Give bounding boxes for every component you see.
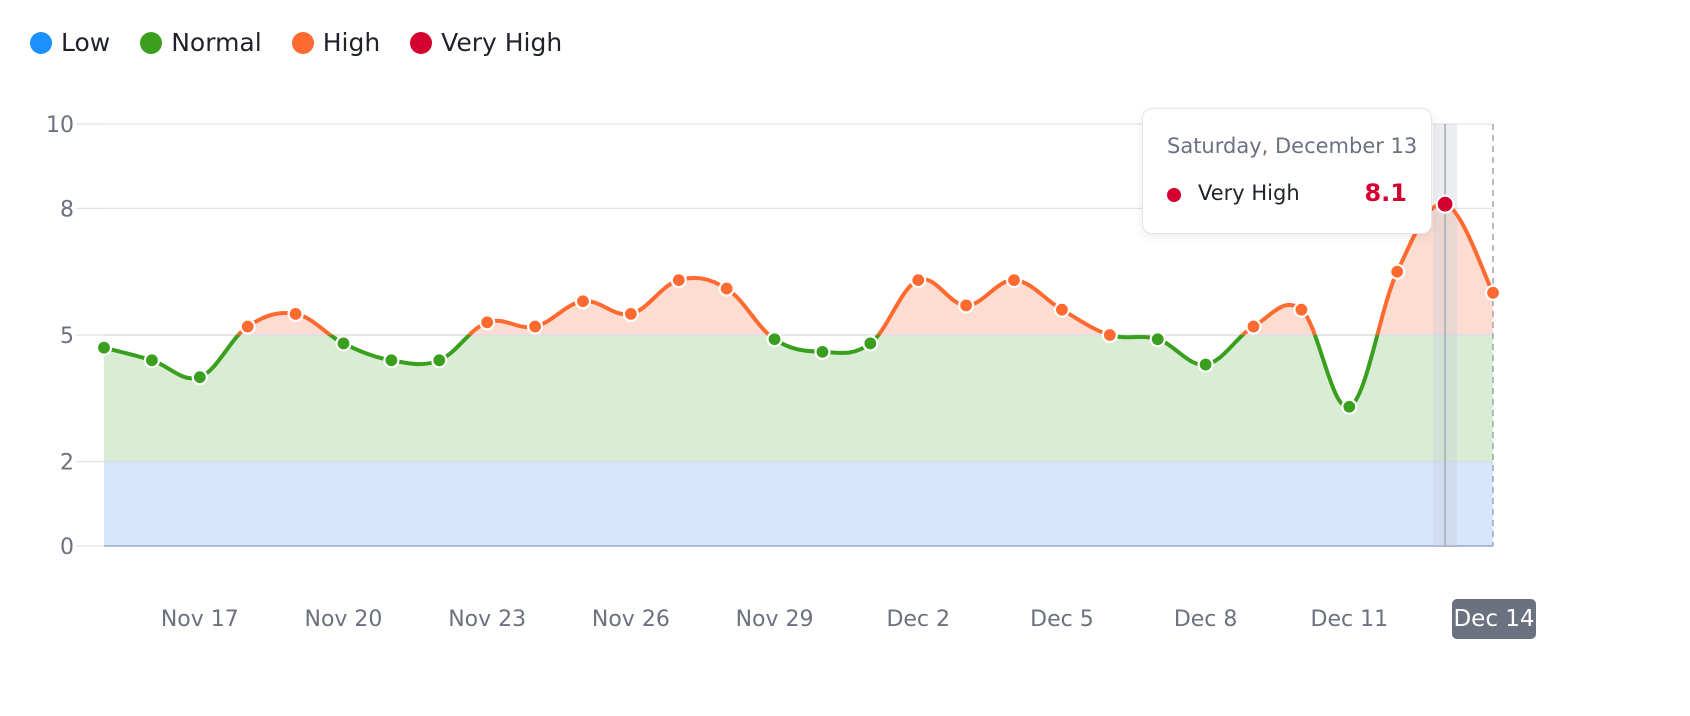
chart-legend: Low Normal High Very High — [30, 28, 592, 57]
x-tick-label: Nov 26 — [592, 607, 670, 632]
data-point[interactable] — [1005, 272, 1023, 289]
data-point[interactable] — [574, 293, 592, 310]
data-point[interactable] — [1053, 301, 1071, 318]
data-point[interactable] — [622, 305, 639, 322]
band-low-full — [104, 461, 1493, 546]
legend-swatch-high — [291, 31, 314, 54]
data-point[interactable] — [766, 331, 783, 348]
x-tick-label: Dec 2 — [886, 607, 950, 632]
band-normal — [104, 335, 1493, 462]
legend-item-very-high[interactable]: Very High — [410, 28, 562, 57]
data-point[interactable] — [910, 272, 927, 289]
legend-swatch-low — [30, 31, 52, 54]
legend-swatch-very-high — [410, 31, 433, 54]
legend-label-high: High — [322, 28, 381, 57]
data-point[interactable] — [479, 314, 496, 331]
data-point[interactable] — [239, 318, 256, 335]
x-tick-label: Nov 17 — [161, 607, 239, 632]
data-point[interactable] — [526, 318, 544, 335]
y-tick-label: 10 — [46, 113, 74, 138]
x-tick-label: Nov 23 — [448, 607, 526, 632]
legend-label-low: Low — [61, 28, 111, 57]
legend-item-low[interactable]: Low — [30, 28, 110, 57]
data-point[interactable] — [670, 272, 687, 289]
data-point[interactable] — [1293, 301, 1310, 318]
data-point[interactable] — [143, 352, 160, 369]
data-point[interactable] — [958, 297, 975, 314]
data-point[interactable] — [1389, 263, 1406, 280]
legend-item-normal[interactable]: Normal — [140, 28, 262, 57]
y-tick-label: 8 — [60, 197, 74, 222]
tooltip-series-label: Very High — [1198, 181, 1300, 205]
data-point[interactable] — [862, 335, 879, 352]
data-point[interactable] — [191, 369, 208, 386]
data-point[interactable] — [718, 280, 735, 297]
x-tick-label: Dec 11 — [1311, 607, 1389, 632]
chart-tooltip: Saturday, December 13 Very High 8.1 — [1142, 108, 1432, 234]
data-point[interactable] — [1435, 194, 1455, 214]
x-tick-label: Nov 20 — [305, 607, 383, 632]
x-tick-label: Dec 8 — [1174, 607, 1238, 632]
x-axis-highlight-badge: Dec 14 — [1452, 599, 1536, 639]
legend-label-normal: Normal — [171, 28, 262, 57]
data-point[interactable] — [1197, 356, 1214, 373]
data-point[interactable] — [1341, 398, 1358, 415]
y-tick-label: 2 — [60, 451, 74, 476]
data-point[interactable] — [1484, 284, 1502, 301]
x-tick-label: Dec 5 — [1030, 607, 1094, 632]
data-point[interactable] — [1245, 318, 1262, 335]
y-tick-label: 0 — [60, 535, 74, 560]
data-point[interactable] — [287, 305, 304, 322]
data-point[interactable] — [95, 339, 113, 356]
data-point[interactable] — [1101, 326, 1118, 344]
legend-swatch-normal — [140, 31, 163, 54]
data-point[interactable] — [335, 335, 352, 352]
legend-item-high[interactable]: High — [291, 28, 381, 57]
data-point[interactable] — [431, 352, 448, 369]
y-tick-label: 5 — [60, 324, 74, 349]
tooltip-value: 8.1 — [1364, 179, 1407, 207]
x-tick-label: Nov 29 — [736, 607, 814, 632]
tooltip-date: Saturday, December 13 — [1167, 134, 1418, 158]
data-point[interactable] — [383, 352, 400, 369]
legend-label-very-high: Very High — [441, 28, 563, 57]
tooltip-series-dot — [1167, 188, 1181, 202]
data-point[interactable] — [1149, 331, 1166, 348]
data-point[interactable] — [814, 343, 831, 360]
